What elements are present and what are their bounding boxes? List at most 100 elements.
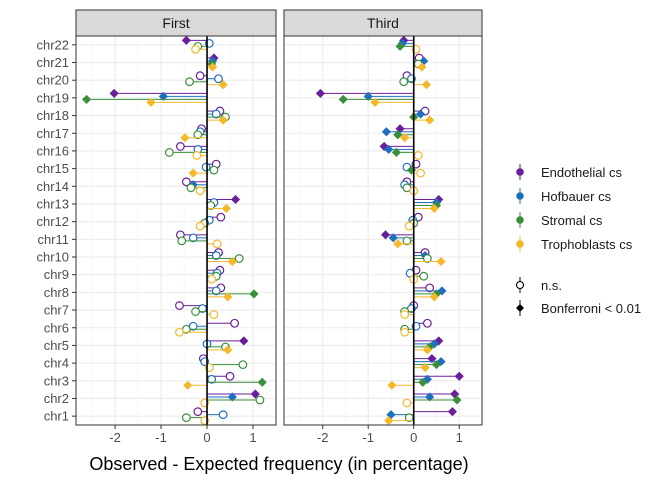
data-point-significant <box>417 62 427 72</box>
data-point-significant <box>429 203 439 214</box>
data-point-ns <box>188 233 198 243</box>
x-axis-title: Observed - Expected frequency (in percen… <box>89 454 468 474</box>
data-point-ns <box>216 212 226 222</box>
x-tick-label: -2 <box>317 430 329 445</box>
panel-strip-label: First <box>162 15 189 31</box>
y-tick-label: chr14 <box>36 179 69 194</box>
panel-third: Third -2 -1 0 1 <box>283 9 483 445</box>
y-tick-label: chr8 <box>44 285 69 300</box>
data-point-ns <box>234 254 244 263</box>
data-point-significant <box>223 292 233 302</box>
data-point-significant <box>400 133 410 143</box>
data-point-significant <box>227 256 237 267</box>
data-point-significant <box>109 88 119 98</box>
data-point-ns <box>193 407 203 417</box>
data-point-significant <box>393 130 403 140</box>
panel-background <box>76 36 276 425</box>
data-point-significant <box>436 256 446 267</box>
data-point-ns <box>207 274 217 284</box>
legend-label: Endothelial cs <box>541 165 622 180</box>
legend-label: Trophoblasts cs <box>541 237 633 252</box>
panel-first: First -2 -1 0 1 <box>75 9 277 445</box>
data-point-significant <box>454 371 464 381</box>
y-tick-label: chr4 <box>44 356 69 371</box>
data-point-significant <box>393 239 403 249</box>
data-point-significant <box>249 289 259 299</box>
data-point-significant <box>181 35 191 45</box>
data-point-ns <box>238 360 248 370</box>
x-tick-label: 0 <box>203 430 210 445</box>
data-point-ns <box>191 307 200 316</box>
data-point-significant <box>250 389 260 399</box>
data-point-ns <box>400 327 410 337</box>
data-point-significant <box>422 345 432 355</box>
y-tick-label: chr19 <box>36 90 69 105</box>
legend-label: Stromal cs <box>541 213 603 228</box>
data-point-ns <box>193 130 203 140</box>
data-point-ns <box>195 71 205 81</box>
x-tick-label: -1 <box>155 430 167 445</box>
data-point-significant <box>221 203 231 214</box>
data-point-ns <box>164 148 174 157</box>
data-point-significant <box>239 336 249 346</box>
data-point-significant <box>257 377 267 387</box>
y-tick-label: chr1 <box>44 409 69 424</box>
panel-strip <box>283 9 483 37</box>
data-point-significant <box>381 127 391 137</box>
y-tick-label: chr6 <box>44 320 69 335</box>
data-point-significant <box>223 345 233 355</box>
data-point-ns <box>185 77 194 87</box>
data-point-ns <box>211 251 221 260</box>
y-tick-label: chr3 <box>44 373 69 388</box>
data-point-ns <box>195 186 205 196</box>
data-point-ns <box>419 271 429 281</box>
data-point-significant <box>188 168 198 178</box>
data-point-significant <box>338 94 348 104</box>
legend-item: Stromal cs <box>516 212 603 228</box>
panel-border <box>75 35 277 426</box>
y-tick-label: chr21 <box>36 55 69 70</box>
data-point-ns <box>181 177 191 187</box>
legend-key-dot <box>516 216 524 224</box>
data-point-ns <box>416 168 425 178</box>
data-point-ns <box>175 301 184 310</box>
legend-label: Bonferroni < 0.01 <box>541 301 641 316</box>
legend-item-significant: Bonferroni < 0.01 <box>516 300 641 316</box>
legend-item: Endothelial cs <box>516 164 622 180</box>
panel-strip-label: Third <box>367 15 399 31</box>
data-point-ns <box>211 109 221 119</box>
data-point-significant <box>420 363 430 373</box>
data-point-significant <box>158 91 168 101</box>
data-point-ns <box>422 254 432 263</box>
legend-key-dot <box>516 168 524 176</box>
panel-border <box>283 35 483 426</box>
data-point-ns <box>230 318 240 328</box>
data-point-significant <box>183 380 193 390</box>
data-point-ns <box>212 239 222 249</box>
data-point-ns <box>404 221 414 231</box>
data-point-significant <box>418 377 428 387</box>
data-point-significant <box>427 354 437 364</box>
data-point-ns <box>402 398 412 408</box>
data-point-significant <box>370 97 380 107</box>
y-tick-label: chr15 <box>36 161 69 176</box>
y-tick-label: chr18 <box>36 108 69 123</box>
data-point-significant <box>82 94 92 104</box>
data-point-significant <box>315 88 325 98</box>
x-tick-label: 0 <box>410 430 417 445</box>
y-tick-label: chr9 <box>44 267 69 282</box>
data-point-ns <box>425 283 435 293</box>
data-point-ns <box>175 327 184 337</box>
data-point-significant <box>388 233 398 243</box>
y-tick-label: chr13 <box>36 196 69 211</box>
data-point-ns <box>195 221 205 231</box>
data-point-significant <box>395 41 405 51</box>
data-point-ns <box>211 286 221 296</box>
data-point-ns <box>255 395 265 405</box>
x-tick-label: 1 <box>456 430 463 445</box>
legend-item-ns: n.s. <box>515 277 562 293</box>
data-point-significant <box>230 194 241 205</box>
panel-strip <box>75 9 277 37</box>
data-point-significant <box>380 230 391 240</box>
